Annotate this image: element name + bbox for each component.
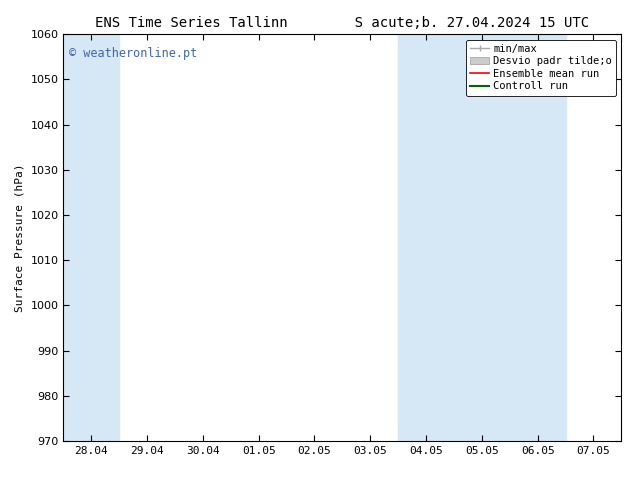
Y-axis label: Surface Pressure (hPa): Surface Pressure (hPa) — [15, 163, 25, 312]
Text: © weatheronline.pt: © weatheronline.pt — [69, 47, 197, 59]
Title: ENS Time Series Tallinn        S acute;b. 27.04.2024 15 UTC: ENS Time Series Tallinn S acute;b. 27.04… — [95, 16, 590, 30]
Bar — [63, 34, 119, 441]
Bar — [454, 34, 510, 441]
Bar — [398, 34, 454, 441]
Legend: min/max, Desvio padr tilde;o, Ensemble mean run, Controll run: min/max, Desvio padr tilde;o, Ensemble m… — [466, 40, 616, 96]
Bar — [510, 34, 566, 441]
